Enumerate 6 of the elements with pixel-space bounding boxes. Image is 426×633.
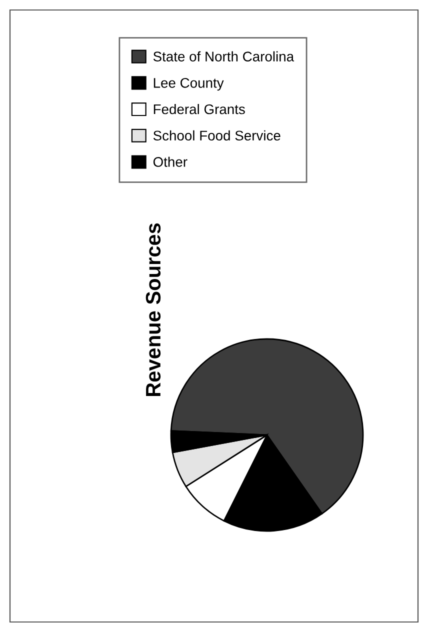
legend-label: Other	[153, 156, 188, 167]
text: Revenue Sources	[146, 223, 161, 396]
legend-label: Lee County	[154, 78, 224, 91]
legend-label: Federal Grants	[154, 104, 245, 114]
legend-label: State of North Carolina	[153, 51, 294, 62]
legend-label: School Food Service	[153, 130, 280, 141]
